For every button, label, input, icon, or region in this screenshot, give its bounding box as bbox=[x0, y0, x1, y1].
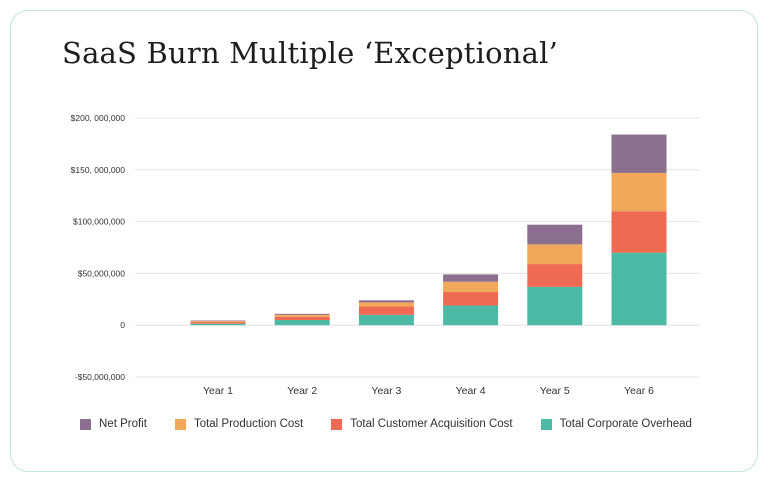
bar-segment-net-profit bbox=[443, 274, 499, 282]
bar-segment-total-production-cost bbox=[443, 281, 499, 293]
bar-segment-net-profit bbox=[358, 300, 414, 303]
bar-segment-total-corporate-overhead bbox=[358, 314, 414, 326]
bar-segment-net-profit bbox=[274, 313, 330, 315]
bar-segment-total-corporate-overhead bbox=[527, 286, 583, 326]
bar-segment-total-production-cost bbox=[611, 172, 667, 212]
bar-segment-total-corporate-overhead bbox=[274, 320, 330, 326]
bars bbox=[190, 134, 667, 326]
legend-swatch bbox=[540, 418, 552, 430]
gridlines bbox=[135, 117, 700, 378]
x-tick-label: Year 1 bbox=[203, 385, 233, 397]
legend-swatch bbox=[331, 418, 343, 430]
bar-segment-total-corporate-overhead bbox=[443, 305, 499, 326]
legend-label: Total Production Cost bbox=[193, 418, 304, 430]
legend-label: Total Corporate Overhead bbox=[559, 418, 692, 430]
y-tick-label: $200, 000,000 bbox=[71, 113, 126, 123]
legend-item: Total Customer Acquisition Cost bbox=[331, 418, 513, 430]
bar-segment-total-customer-acquisition-cost bbox=[611, 211, 667, 253]
bar-segment-total-customer-acquisition-cost bbox=[358, 306, 414, 315]
x-tick-label: Year 6 bbox=[624, 385, 654, 397]
bar-segment-total-production-cost bbox=[274, 314, 330, 317]
x-tick-label: Year 5 bbox=[540, 385, 570, 397]
x-tick-label: Year 4 bbox=[456, 385, 486, 397]
bar-segment-total-customer-acquisition-cost bbox=[443, 292, 499, 306]
legend-label: Net Profit bbox=[99, 418, 147, 430]
y-tick-label: $100,000,000 bbox=[73, 217, 125, 227]
chart-legend: Net Profit Total Production Cost Total Cus… bbox=[80, 418, 720, 430]
bar-segment-total-customer-acquisition-cost bbox=[527, 264, 583, 287]
legend-label: Total Customer Acquisition Cost bbox=[350, 418, 513, 430]
bar-segment-total-production-cost bbox=[527, 244, 583, 265]
bar-segment-total-corporate-overhead bbox=[190, 323, 246, 326]
y-tick-label: 0 bbox=[120, 320, 125, 330]
bar-segment-net-profit bbox=[190, 320, 246, 322]
legend-item: Net Profit bbox=[80, 418, 147, 430]
legend-item: Total Production Cost bbox=[174, 418, 304, 430]
x-axis-ticks: Year 1 Year 2 Year 3 Year 4 Year 5 Year 6 bbox=[203, 385, 654, 397]
y-axis-ticks: $200, 000,000 $150, 000,000 $100,000,000 $5… bbox=[71, 113, 126, 382]
chart-title: SaaS Burn Multiple ‘Exceptional’ bbox=[62, 36, 559, 70]
y-tick-label: -$50,000,000 bbox=[75, 372, 125, 382]
y-tick-label: $150, 000,000 bbox=[71, 165, 126, 175]
bar-segment-net-profit bbox=[527, 224, 583, 245]
legend-swatch bbox=[80, 418, 91, 430]
x-tick-label: Year 2 bbox=[287, 385, 317, 397]
bar-segment-total-production-cost bbox=[190, 321, 246, 323]
legend-item: Total Corporate Overhead bbox=[540, 418, 692, 430]
y-tick-label: $50,000,000 bbox=[78, 268, 126, 278]
bar-segment-net-profit bbox=[611, 134, 667, 173]
legend-swatch bbox=[174, 418, 186, 430]
bar-segment-total-customer-acquisition-cost bbox=[190, 322, 246, 324]
bar-segment-total-corporate-overhead bbox=[611, 252, 667, 326]
x-tick-label: Year 3 bbox=[371, 385, 401, 397]
bar-segment-total-customer-acquisition-cost bbox=[274, 316, 330, 321]
bar-segment-total-production-cost bbox=[358, 302, 414, 307]
